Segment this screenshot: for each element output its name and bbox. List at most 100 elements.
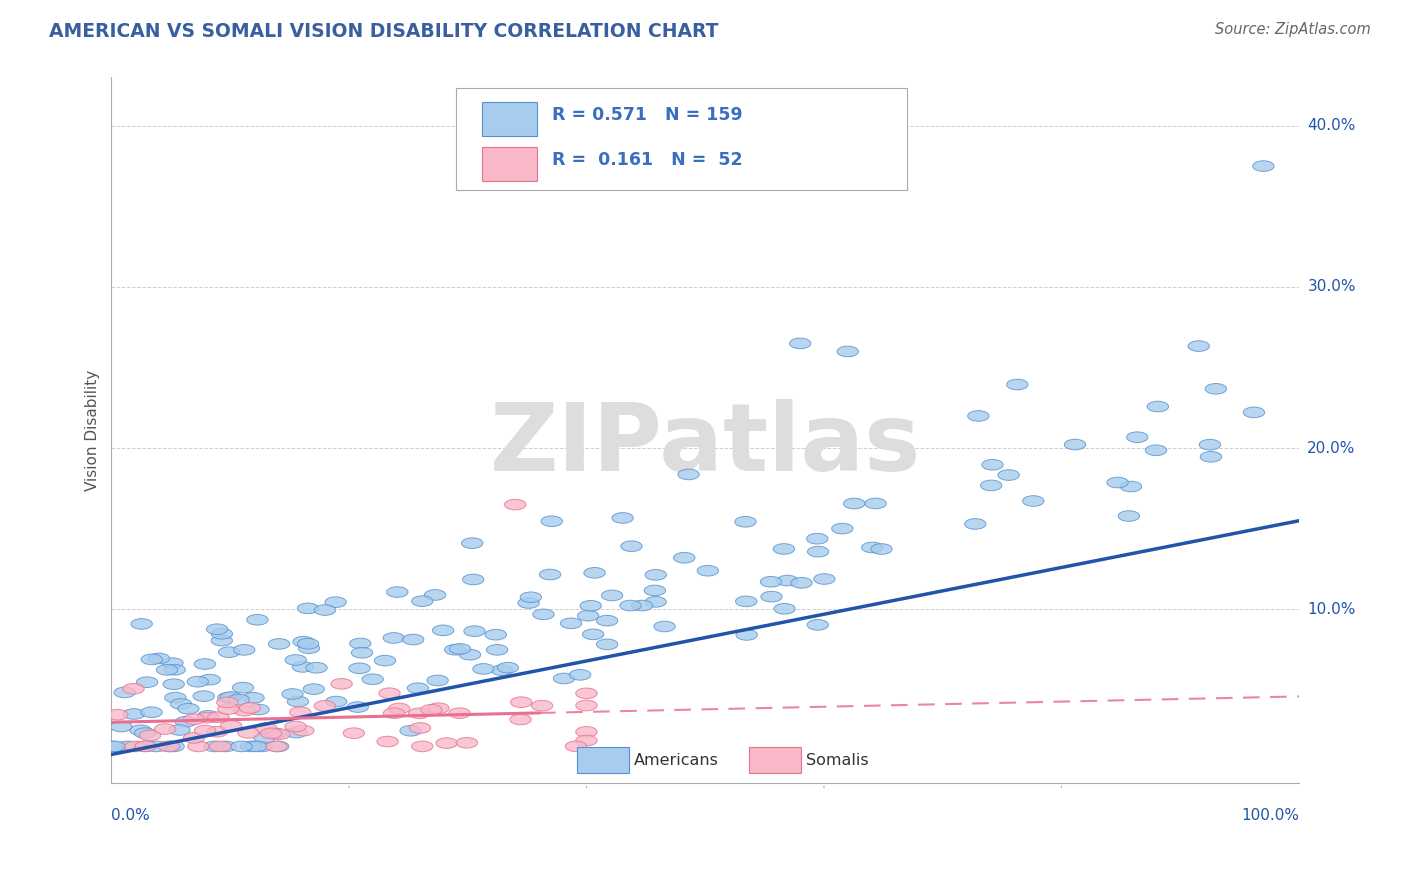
Ellipse shape xyxy=(832,524,853,534)
Ellipse shape xyxy=(814,574,835,584)
Ellipse shape xyxy=(464,626,485,637)
Ellipse shape xyxy=(238,728,259,739)
FancyBboxPatch shape xyxy=(482,147,537,181)
Ellipse shape xyxy=(678,469,699,480)
Ellipse shape xyxy=(486,645,508,655)
Ellipse shape xyxy=(217,698,238,707)
Ellipse shape xyxy=(967,410,988,421)
Text: R = 0.571   N = 159: R = 0.571 N = 159 xyxy=(553,106,742,124)
Ellipse shape xyxy=(576,688,598,698)
Ellipse shape xyxy=(1205,384,1226,394)
Ellipse shape xyxy=(136,677,157,688)
Text: Somalis: Somalis xyxy=(806,753,869,768)
Ellipse shape xyxy=(298,643,319,654)
Ellipse shape xyxy=(228,694,249,705)
Ellipse shape xyxy=(569,670,591,680)
Ellipse shape xyxy=(155,723,176,734)
Ellipse shape xyxy=(412,741,433,752)
Ellipse shape xyxy=(576,735,598,746)
Ellipse shape xyxy=(193,690,215,701)
Ellipse shape xyxy=(1188,341,1209,351)
Ellipse shape xyxy=(170,698,191,709)
Ellipse shape xyxy=(645,570,666,580)
Ellipse shape xyxy=(141,707,162,717)
Ellipse shape xyxy=(531,700,553,711)
Ellipse shape xyxy=(644,585,665,596)
Ellipse shape xyxy=(246,741,267,752)
Ellipse shape xyxy=(194,658,215,669)
Ellipse shape xyxy=(165,692,186,703)
Ellipse shape xyxy=(865,498,886,508)
Ellipse shape xyxy=(554,673,575,684)
Ellipse shape xyxy=(425,590,446,600)
Ellipse shape xyxy=(361,674,384,684)
Ellipse shape xyxy=(510,714,531,725)
Ellipse shape xyxy=(330,679,353,690)
Ellipse shape xyxy=(998,470,1019,481)
Text: 0.0%: 0.0% xyxy=(111,808,150,823)
Text: AMERICAN VS SOMALI VISION DISABILITY CORRELATION CHART: AMERICAN VS SOMALI VISION DISABILITY COR… xyxy=(49,22,718,41)
Ellipse shape xyxy=(169,724,190,735)
Ellipse shape xyxy=(1243,407,1264,417)
Ellipse shape xyxy=(1064,439,1085,450)
Ellipse shape xyxy=(581,600,602,611)
Ellipse shape xyxy=(1118,511,1139,521)
Ellipse shape xyxy=(561,618,582,629)
Text: 100.0%: 100.0% xyxy=(1241,808,1299,823)
Ellipse shape xyxy=(208,712,229,723)
Ellipse shape xyxy=(1121,482,1142,491)
Ellipse shape xyxy=(101,741,124,752)
Ellipse shape xyxy=(243,692,264,703)
Ellipse shape xyxy=(240,741,262,752)
Ellipse shape xyxy=(1146,445,1167,456)
Ellipse shape xyxy=(578,610,599,621)
Ellipse shape xyxy=(444,644,465,655)
Ellipse shape xyxy=(314,700,336,711)
FancyBboxPatch shape xyxy=(482,102,537,136)
Ellipse shape xyxy=(409,723,430,733)
Ellipse shape xyxy=(131,618,152,629)
Ellipse shape xyxy=(807,533,828,544)
Ellipse shape xyxy=(472,664,494,674)
Ellipse shape xyxy=(231,741,252,752)
Ellipse shape xyxy=(285,727,307,738)
Text: R =  0.161   N =  52: R = 0.161 N = 52 xyxy=(553,151,742,169)
Ellipse shape xyxy=(176,716,197,727)
Ellipse shape xyxy=(427,675,449,686)
Ellipse shape xyxy=(1147,401,1168,412)
Text: Americans: Americans xyxy=(634,753,718,768)
Ellipse shape xyxy=(517,598,540,608)
Ellipse shape xyxy=(602,591,623,601)
Ellipse shape xyxy=(211,629,232,639)
Ellipse shape xyxy=(773,604,796,614)
Ellipse shape xyxy=(114,687,135,698)
Ellipse shape xyxy=(461,538,482,549)
Ellipse shape xyxy=(980,480,1002,491)
Ellipse shape xyxy=(135,728,156,739)
Text: 20.0%: 20.0% xyxy=(1308,441,1355,456)
Ellipse shape xyxy=(790,577,813,588)
Ellipse shape xyxy=(232,682,253,693)
Ellipse shape xyxy=(449,708,471,718)
Ellipse shape xyxy=(297,639,319,649)
Ellipse shape xyxy=(285,722,307,731)
Ellipse shape xyxy=(870,544,893,554)
Text: 40.0%: 40.0% xyxy=(1308,119,1355,133)
Ellipse shape xyxy=(218,692,239,703)
Ellipse shape xyxy=(735,630,758,640)
Ellipse shape xyxy=(510,697,531,707)
Ellipse shape xyxy=(576,727,598,737)
Ellipse shape xyxy=(1199,440,1220,450)
Ellipse shape xyxy=(207,726,228,737)
Ellipse shape xyxy=(111,722,132,731)
Ellipse shape xyxy=(247,704,270,714)
Ellipse shape xyxy=(384,708,405,719)
Ellipse shape xyxy=(221,692,242,702)
Ellipse shape xyxy=(269,729,290,739)
Ellipse shape xyxy=(420,705,441,715)
Ellipse shape xyxy=(256,723,277,733)
Ellipse shape xyxy=(125,741,146,752)
Ellipse shape xyxy=(292,636,314,647)
Ellipse shape xyxy=(456,738,478,748)
Ellipse shape xyxy=(965,518,986,529)
